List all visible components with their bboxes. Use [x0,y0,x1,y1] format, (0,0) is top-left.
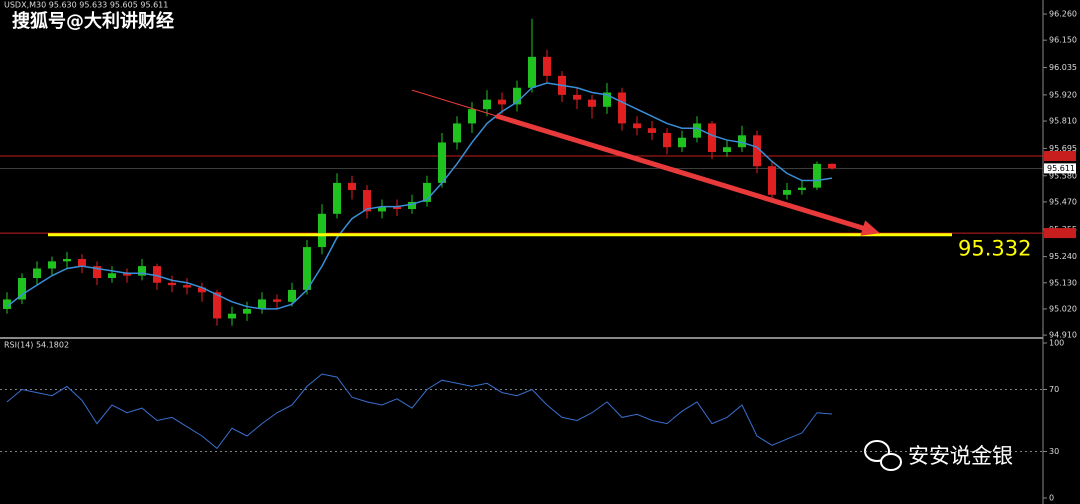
ma-line [6,82,833,310]
candle-body [18,278,26,300]
candle-body [828,163,836,169]
candle-body [258,299,266,309]
candle-body [168,282,176,286]
candle-body [393,206,401,210]
candle-body [753,135,761,167]
y-tick-label: 94.910 [1049,331,1077,340]
candle-body [483,99,491,110]
candle-body [678,137,686,148]
candle-body [408,201,416,210]
candle-body [648,128,656,133]
rsi-line [6,373,833,450]
candle-body [108,273,116,279]
candle-body [123,273,131,276]
y-tick-label: 96.150 [1049,36,1077,45]
candle-body [78,258,86,267]
candle-body [453,123,461,143]
candle-body [243,308,251,314]
candle-body [423,182,431,202]
candle-body [663,132,671,148]
y-tick-label: 95.920 [1049,90,1077,99]
y-tick-label: 96.035 [1049,63,1077,72]
y-tick-label: 30 [1049,447,1059,456]
y-tick-label: 95.130 [1049,278,1077,287]
candle-body [3,299,11,309]
candle-body [798,187,806,191]
candle-body [138,266,146,276]
candle-body [603,92,611,107]
brand: 安安说金银 [908,444,1013,468]
candle-body [528,56,536,88]
candle-body [93,266,101,279]
candle-body [633,123,641,129]
candle-body [363,190,371,212]
candle-body [738,135,746,148]
candle-body [153,266,161,283]
trend-arrow-shaft [495,113,868,232]
candle-body [318,213,326,248]
candle-body [273,299,281,302]
candle-body [723,147,731,152]
candle-body [198,287,206,293]
candle-body [813,163,821,188]
y-tick-label: 95.580 [1049,171,1077,180]
candle-body [693,123,701,138]
y-tick-label: 0 [1049,494,1054,503]
candle-body [468,109,476,124]
current-price-label: 95.611 [1047,164,1075,173]
wechat-logo [864,440,902,471]
rsi-label: RSI(14) 54.1802 [4,341,69,350]
y-tick-label: 96.260 [1049,10,1077,19]
y-tick-label: 95.810 [1049,117,1077,126]
candle-body [498,99,506,105]
chart-header: USDX,M30 95.630 95.633 95.605 95.611 [4,1,168,10]
candle-body [213,292,221,319]
support-label: 95.332 [958,237,1031,261]
y-tick-label: 95.020 [1049,304,1077,313]
candle-body [543,56,551,76]
candle-body [588,99,596,107]
candle-body [63,258,71,262]
candle-body [573,94,581,100]
candle-body [348,182,356,191]
level-marker [1044,151,1076,162]
candle-body [708,123,716,152]
candle-body [783,190,791,195]
candle-body [33,268,41,279]
candle-body [513,87,521,105]
y-tick-label: 95.470 [1049,197,1077,206]
y-tick-label: 95.240 [1049,252,1077,261]
level-marker [1044,228,1076,239]
trend-arrow-head [860,220,880,236]
watermark: 搜狐号@大利讲财经 [12,10,174,32]
candle-body [618,92,626,124]
candle-body [438,142,446,183]
candle-body [768,166,776,195]
current-price-box [1044,163,1076,174]
candle-body [48,261,56,269]
y-tick-label: 95.695 [1049,144,1077,153]
candle-body [378,206,386,212]
candle-body [183,285,191,288]
y-tick-label: 100 [1049,339,1064,348]
candle-body [288,289,296,302]
candle-body [303,247,311,290]
candle-body [228,313,236,319]
candle-body [333,182,341,214]
y-tick-label: 70 [1049,385,1059,394]
